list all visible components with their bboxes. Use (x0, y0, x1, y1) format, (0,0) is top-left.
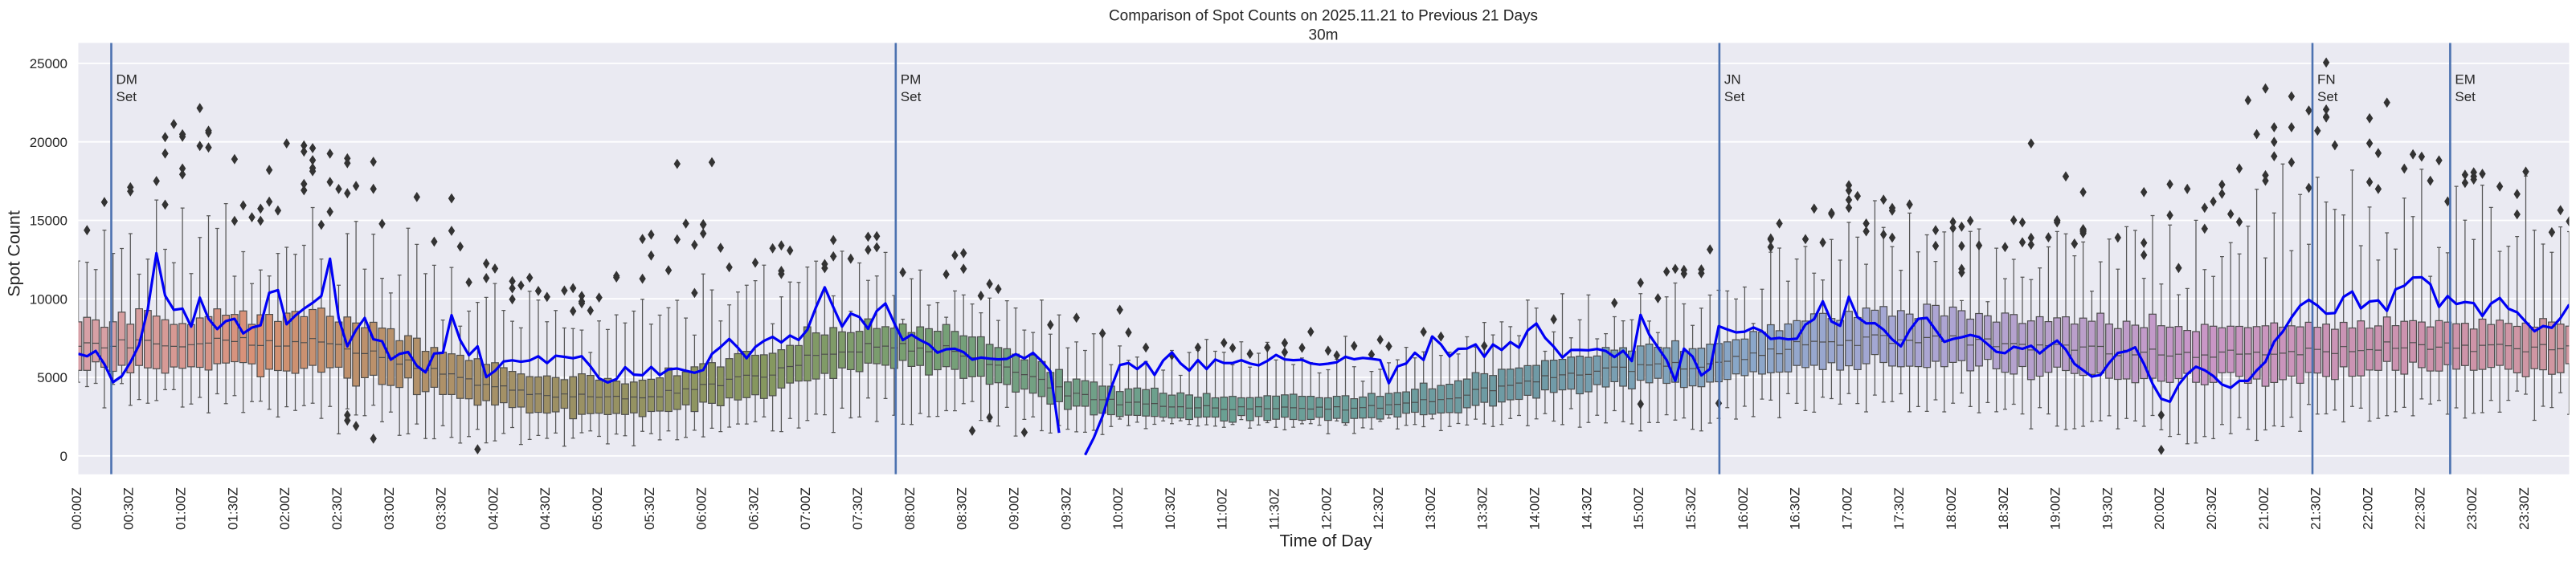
svg-text:21:30Z: 21:30Z (2308, 487, 2324, 530)
svg-text:11:00Z: 11:00Z (1215, 488, 1230, 530)
svg-text:08:00Z: 08:00Z (902, 487, 918, 530)
svg-text:15:30Z: 15:30Z (1683, 487, 1699, 530)
svg-text:15000: 15000 (30, 214, 67, 229)
svg-text:16:30Z: 16:30Z (1788, 487, 1803, 530)
svg-text:30m: 30m (1309, 27, 1339, 44)
svg-text:07:00Z: 07:00Z (798, 487, 813, 530)
svg-text:PM: PM (901, 72, 922, 88)
svg-text:5000: 5000 (37, 370, 67, 385)
svg-text:16:00Z: 16:00Z (1736, 487, 1751, 530)
svg-text:13:30Z: 13:30Z (1475, 487, 1490, 530)
svg-text:06:00Z: 06:00Z (694, 487, 709, 530)
svg-text:20000: 20000 (30, 135, 67, 150)
svg-text:14:30Z: 14:30Z (1579, 487, 1594, 530)
svg-text:02:00Z: 02:00Z (277, 487, 292, 530)
svg-text:Set: Set (901, 89, 922, 104)
svg-text:JN: JN (1724, 72, 1741, 88)
svg-text:17:30Z: 17:30Z (1891, 487, 1907, 530)
svg-text:01:00Z: 01:00Z (174, 487, 189, 530)
svg-text:05:00Z: 05:00Z (590, 487, 605, 530)
svg-text:25000: 25000 (30, 56, 67, 71)
svg-text:18:00Z: 18:00Z (1944, 487, 1959, 530)
svg-text:Set: Set (1724, 89, 1745, 104)
svg-text:00:00Z: 00:00Z (69, 487, 84, 530)
svg-text:19:30Z: 19:30Z (2100, 487, 2115, 530)
svg-text:22:00Z: 22:00Z (2361, 487, 2376, 530)
svg-text:04:00Z: 04:00Z (485, 487, 501, 530)
svg-text:Set: Set (2317, 89, 2338, 104)
svg-text:03:30Z: 03:30Z (434, 487, 449, 530)
svg-text:21:00Z: 21:00Z (2256, 487, 2271, 530)
svg-text:07:30Z: 07:30Z (850, 487, 865, 530)
svg-text:FN: FN (2317, 72, 2336, 88)
svg-text:02:30Z: 02:30Z (329, 487, 345, 530)
svg-text:17:00Z: 17:00Z (1839, 487, 1854, 530)
svg-text:12:30Z: 12:30Z (1371, 487, 1386, 530)
svg-text:10:30Z: 10:30Z (1163, 487, 1178, 530)
svg-text:Time of Day: Time of Day (1279, 531, 1372, 551)
svg-text:14:00Z: 14:00Z (1527, 487, 1543, 530)
svg-text:05:30Z: 05:30Z (642, 487, 657, 530)
svg-text:00:30Z: 00:30Z (121, 487, 137, 530)
svg-text:0: 0 (60, 449, 67, 464)
svg-text:03:00Z: 03:00Z (382, 487, 397, 530)
svg-text:10:00Z: 10:00Z (1110, 487, 1126, 530)
svg-text:Set: Set (2455, 89, 2476, 104)
svg-text:18:30Z: 18:30Z (1996, 487, 2011, 530)
svg-text:09:00Z: 09:00Z (1007, 487, 1022, 530)
svg-text:Set: Set (117, 89, 137, 104)
svg-text:12:00Z: 12:00Z (1319, 487, 1334, 530)
svg-text:EM: EM (2455, 72, 2476, 88)
svg-text:01:30Z: 01:30Z (225, 487, 240, 530)
svg-text:20:30Z: 20:30Z (2204, 487, 2219, 530)
svg-text:23:00Z: 23:00Z (2464, 487, 2480, 530)
svg-text:13:00Z: 13:00Z (1423, 487, 1438, 530)
svg-text:08:30Z: 08:30Z (955, 487, 970, 530)
svg-text:09:30Z: 09:30Z (1058, 487, 1073, 530)
svg-text:19:00Z: 19:00Z (2048, 487, 2063, 530)
svg-text:06:30Z: 06:30Z (746, 487, 761, 530)
svg-text:20:00Z: 20:00Z (2152, 487, 2167, 530)
svg-text:15:00Z: 15:00Z (1631, 487, 1646, 530)
svg-text:10000: 10000 (30, 291, 67, 307)
svg-text:11:30Z: 11:30Z (1267, 488, 1282, 530)
svg-text:22:30Z: 22:30Z (2412, 487, 2427, 530)
svg-text:Spot Count: Spot Count (5, 210, 24, 297)
svg-text:23:30Z: 23:30Z (2517, 487, 2532, 530)
svg-text:DM: DM (117, 72, 137, 88)
svg-text:04:30Z: 04:30Z (538, 487, 553, 530)
svg-text:Comparison of Spot Counts on 2: Comparison of Spot Counts on 2025.11.21 … (1109, 8, 1538, 25)
